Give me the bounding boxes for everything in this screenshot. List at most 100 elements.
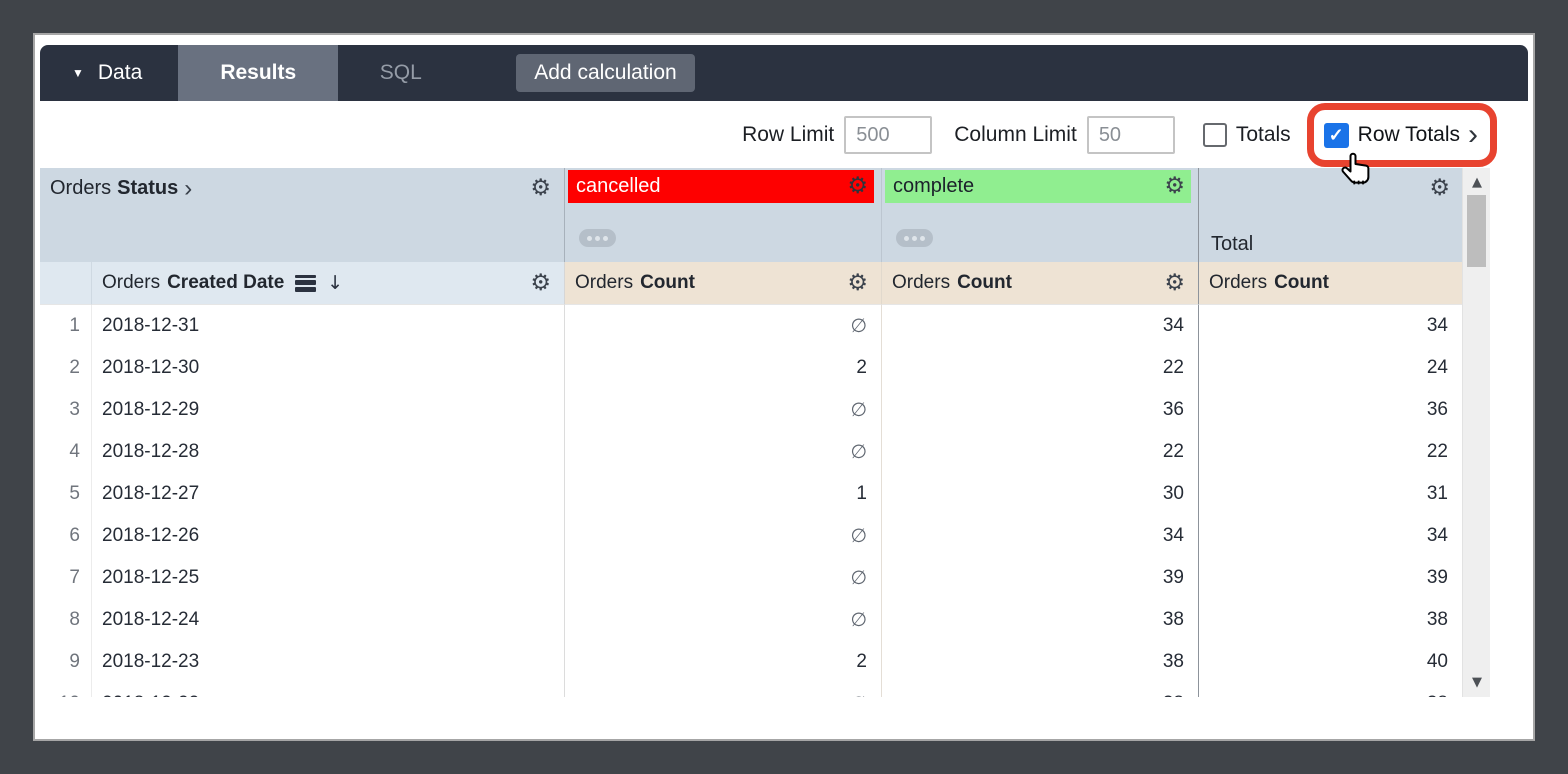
cell-count-total[interactable]: 34 bbox=[1199, 515, 1462, 557]
cell-count-cancelled[interactable]: 2 bbox=[565, 641, 882, 683]
date-view-name: Orders bbox=[102, 272, 161, 293]
row-number-cell-value: 9 bbox=[69, 651, 80, 672]
scroll-down-icon[interactable]: ▼ bbox=[1472, 675, 1482, 690]
scroll-up-icon[interactable]: ▲ bbox=[1472, 175, 1482, 190]
cell-created-date-value: 2018-12-24 bbox=[102, 609, 200, 630]
row-limit-input[interactable] bbox=[844, 116, 933, 154]
gear-icon[interactable]: ⚙ bbox=[847, 173, 868, 199]
vertical-scrollbar[interactable]: ▲ ▼ bbox=[1462, 168, 1490, 697]
cell-count-complete[interactable]: 30 bbox=[882, 473, 1199, 515]
cell-count-total[interactable]: 36 bbox=[1199, 389, 1462, 431]
gear-icon[interactable]: ⚙ bbox=[1429, 175, 1450, 201]
cell-count-cancelled[interactable]: ∅ bbox=[565, 389, 882, 431]
cell-created-date[interactable]: 2018-12-27 bbox=[92, 473, 565, 515]
gear-icon[interactable]: ⚙ bbox=[530, 269, 551, 296]
cell-count-complete[interactable]: 22 bbox=[882, 347, 1199, 389]
cell-count-cancelled[interactable]: 1 bbox=[565, 473, 882, 515]
row-number-cell-value: 2 bbox=[69, 357, 80, 378]
gear-icon[interactable]: ⚙ bbox=[1164, 269, 1185, 296]
cell-created-date-value: 2018-12-31 bbox=[102, 315, 200, 336]
cell-created-date[interactable]: 2018-12-22 bbox=[92, 683, 565, 697]
field-header-created-date[interactable]: Orders Created Date ↓ ⚙ bbox=[92, 262, 565, 305]
add-calculation-button[interactable]: Add calculation bbox=[516, 54, 695, 92]
cell-count-complete[interactable]: 38 bbox=[882, 641, 1199, 683]
cell-count-cancelled[interactable]: ∅ bbox=[565, 515, 882, 557]
cell-count-cancelled[interactable]: ∅ bbox=[565, 431, 882, 473]
cell-count-total-value: 39 bbox=[1426, 567, 1448, 588]
granularity-icon bbox=[295, 274, 317, 292]
totals-label: Totals bbox=[1235, 123, 1291, 146]
column-header-complete[interactable]: complete ⚙ bbox=[885, 170, 1191, 203]
cell-count-cancelled[interactable]: ∅ bbox=[565, 599, 882, 641]
cell-count-total[interactable]: 40 bbox=[1199, 641, 1462, 683]
data-menu-button[interactable]: ▼ Data bbox=[40, 45, 178, 101]
cell-count-cancelled-value: ∅ bbox=[850, 567, 867, 589]
cell-count-cancelled-value: 2 bbox=[856, 357, 867, 378]
measure-view-name: Orders bbox=[575, 272, 634, 293]
cell-count-cancelled[interactable]: ∅ bbox=[565, 557, 882, 599]
cell-count-total-value: 31 bbox=[1426, 483, 1448, 504]
cell-created-date-value: 2018-12-22 bbox=[102, 693, 199, 697]
gear-icon[interactable]: ⚙ bbox=[530, 175, 551, 201]
cell-count-complete[interactable]: 36 bbox=[882, 389, 1199, 431]
row-number-header bbox=[40, 262, 92, 305]
cell-created-date-value: 2018-12-26 bbox=[102, 525, 200, 546]
measure-header-count-cancelled[interactable]: Orders Count ⚙ bbox=[565, 262, 882, 305]
gear-icon[interactable]: ⚙ bbox=[1164, 173, 1185, 199]
chevron-right-icon[interactable]: › bbox=[1468, 118, 1478, 151]
data-menu-label: Data bbox=[97, 61, 143, 84]
ellipsis-button[interactable] bbox=[896, 229, 933, 247]
cell-created-date[interactable]: 2018-12-24 bbox=[92, 599, 565, 641]
cell-count-total[interactable]: 38 bbox=[1199, 683, 1462, 697]
tab-results[interactable]: Results bbox=[178, 45, 339, 101]
cell-created-date[interactable]: 2018-12-31 bbox=[92, 305, 565, 347]
row-number-cell: 5 bbox=[40, 473, 92, 515]
cell-count-total[interactable]: 34 bbox=[1199, 305, 1462, 347]
cell-count-total[interactable]: 31 bbox=[1199, 473, 1462, 515]
column-limit-input[interactable] bbox=[1086, 116, 1175, 154]
cell-created-date[interactable]: 2018-12-28 bbox=[92, 431, 565, 473]
cell-created-date[interactable]: 2018-12-29 bbox=[92, 389, 565, 431]
measure-header-count-total[interactable]: Orders Count bbox=[1199, 262, 1462, 305]
pivot-view-name: Orders bbox=[50, 177, 112, 199]
cell-count-total[interactable]: 22 bbox=[1199, 431, 1462, 473]
cell-count-complete[interactable]: 38 bbox=[882, 683, 1199, 697]
cell-count-complete[interactable]: 34 bbox=[882, 305, 1199, 347]
cell-created-date[interactable]: 2018-12-25 bbox=[92, 557, 565, 599]
measure-view-name: Orders bbox=[1209, 272, 1268, 293]
cell-count-complete[interactable]: 22 bbox=[882, 431, 1199, 473]
tab-sql[interactable]: SQL bbox=[379, 61, 422, 84]
totals-checkbox[interactable] bbox=[1202, 123, 1227, 147]
cell-count-total-value: 24 bbox=[1426, 357, 1448, 378]
cell-count-complete[interactable]: 39 bbox=[882, 557, 1199, 599]
cell-count-total-value: 38 bbox=[1426, 609, 1448, 630]
cell-count-cancelled[interactable]: ∅ bbox=[565, 683, 882, 697]
cell-created-date[interactable]: 2018-12-23 bbox=[92, 641, 565, 683]
column-limit-label: Column Limit bbox=[954, 123, 1077, 146]
cell-created-date[interactable]: 2018-12-30 bbox=[92, 347, 565, 389]
measure-header-count-complete[interactable]: Orders Count ⚙ bbox=[882, 262, 1199, 305]
cell-count-total[interactable]: 38 bbox=[1199, 599, 1462, 641]
cell-count-complete[interactable]: 34 bbox=[882, 515, 1199, 557]
row-number-cell-value: 1 bbox=[69, 315, 80, 336]
cell-created-date-value: 2018-12-28 bbox=[102, 441, 200, 462]
cell-count-complete-value: 38 bbox=[1162, 609, 1184, 630]
results-table: Orders Status › ⚙ cancelled ⚙ complete ⚙ bbox=[40, 168, 1490, 697]
cell-count-total[interactable]: 24 bbox=[1199, 347, 1462, 389]
row-number-cell: 8 bbox=[40, 599, 92, 641]
cell-count-total-value: 34 bbox=[1426, 525, 1448, 546]
cell-count-complete[interactable]: 38 bbox=[882, 599, 1199, 641]
column-header-cancelled[interactable]: cancelled ⚙ bbox=[568, 170, 874, 203]
row-totals-checkbox[interactable]: ✓ bbox=[1323, 122, 1349, 148]
row-number-cell-value: 8 bbox=[69, 609, 80, 630]
cell-count-cancelled[interactable]: 2 bbox=[565, 347, 882, 389]
cell-created-date[interactable]: 2018-12-26 bbox=[92, 515, 565, 557]
row-number-cell-value: 6 bbox=[69, 525, 80, 546]
cell-count-total[interactable]: 39 bbox=[1199, 557, 1462, 599]
scrollbar-thumb[interactable] bbox=[1467, 195, 1486, 267]
ellipsis-button[interactable] bbox=[579, 229, 616, 247]
pivot-header-orders-status[interactable]: Orders Status › ⚙ bbox=[40, 168, 565, 262]
explorer-panel: ▼ Data Results SQL Add calculation Row L… bbox=[33, 33, 1535, 741]
gear-icon[interactable]: ⚙ bbox=[847, 269, 868, 296]
cell-count-cancelled[interactable]: ∅ bbox=[565, 305, 882, 347]
